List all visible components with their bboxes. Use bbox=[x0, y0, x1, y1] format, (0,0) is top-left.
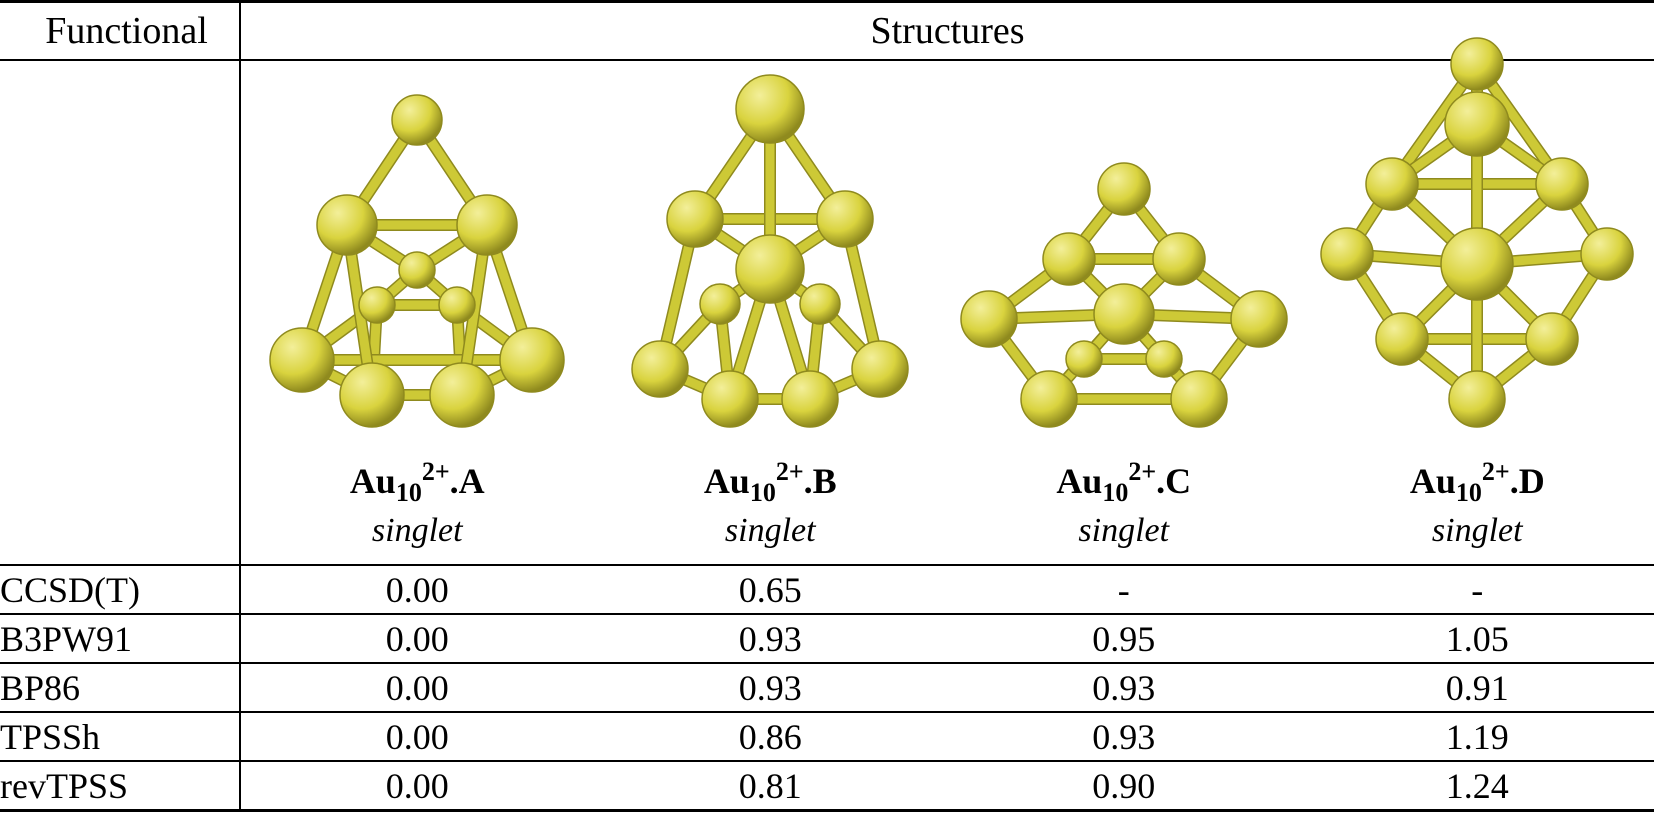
row-bp86: BP86 0.00 0.93 0.93 0.91 bbox=[0, 663, 1654, 712]
structure-spin-A: singlet bbox=[240, 510, 594, 565]
empty-func-cell bbox=[0, 510, 240, 565]
structure-cell-A bbox=[240, 60, 594, 441]
functional-name: CCSD(T) bbox=[0, 565, 240, 614]
header-functional: Functional bbox=[0, 2, 240, 61]
cluster-D-svg bbox=[1301, 75, 1654, 435]
value: 1.19 bbox=[1301, 712, 1654, 761]
functional-name: TPSSh bbox=[0, 712, 240, 761]
row-revtpss: revTPSS 0.00 0.81 0.90 1.24 bbox=[0, 761, 1654, 811]
value: 0.00 bbox=[240, 614, 594, 663]
cluster-A-svg bbox=[241, 75, 594, 435]
structure-cell-D bbox=[1301, 60, 1654, 441]
functional-name: BP86 bbox=[0, 663, 240, 712]
value: 0.93 bbox=[594, 614, 948, 663]
row-tpssh: TPSSh 0.00 0.86 0.93 1.19 bbox=[0, 712, 1654, 761]
value: 0.95 bbox=[947, 614, 1301, 663]
structure-spin-C: singlet bbox=[947, 510, 1301, 565]
structures-image-row bbox=[0, 60, 1654, 441]
value: 0.91 bbox=[1301, 663, 1654, 712]
structures-spin-row: singlet singlet singlet singlet bbox=[0, 510, 1654, 565]
value: 0.93 bbox=[594, 663, 948, 712]
value: 0.93 bbox=[947, 712, 1301, 761]
structure-label-A: Au102+.A bbox=[240, 441, 594, 510]
structure-spin-D: singlet bbox=[1301, 510, 1654, 565]
row-b3pw91: B3PW91 0.00 0.93 0.95 1.05 bbox=[0, 614, 1654, 663]
structure-spin-B: singlet bbox=[594, 510, 948, 565]
value: - bbox=[1301, 565, 1654, 614]
value: 0.86 bbox=[594, 712, 948, 761]
value: 0.00 bbox=[240, 663, 594, 712]
value: 0.93 bbox=[947, 663, 1301, 712]
cluster-B-svg bbox=[594, 75, 948, 435]
value: 0.00 bbox=[240, 565, 594, 614]
value: 0.65 bbox=[594, 565, 948, 614]
cluster-C-svg bbox=[947, 75, 1301, 435]
value: 1.05 bbox=[1301, 614, 1654, 663]
functional-name: B3PW91 bbox=[0, 614, 240, 663]
value: - bbox=[947, 565, 1301, 614]
structures-label-row: Au102+.A Au102+.B Au102+.C Au102+.D bbox=[0, 441, 1654, 510]
functional-name: revTPSS bbox=[0, 761, 240, 811]
value: 0.00 bbox=[240, 712, 594, 761]
empty-func-cell bbox=[0, 60, 240, 441]
structure-cell-B bbox=[594, 60, 948, 441]
value: 0.00 bbox=[240, 761, 594, 811]
value: 0.90 bbox=[947, 761, 1301, 811]
value: 1.24 bbox=[1301, 761, 1654, 811]
value: 0.81 bbox=[594, 761, 948, 811]
row-ccsdt: CCSD(T) 0.00 0.65 - - bbox=[0, 565, 1654, 614]
empty-func-cell bbox=[0, 441, 240, 510]
structure-cell-C bbox=[947, 60, 1301, 441]
energies-table: Functional Structures Au102+.A bbox=[0, 0, 1654, 812]
structure-label-B: Au102+.B bbox=[594, 441, 948, 510]
structure-label-D: Au102+.D bbox=[1301, 441, 1654, 510]
structure-label-C: Au102+.C bbox=[947, 441, 1301, 510]
